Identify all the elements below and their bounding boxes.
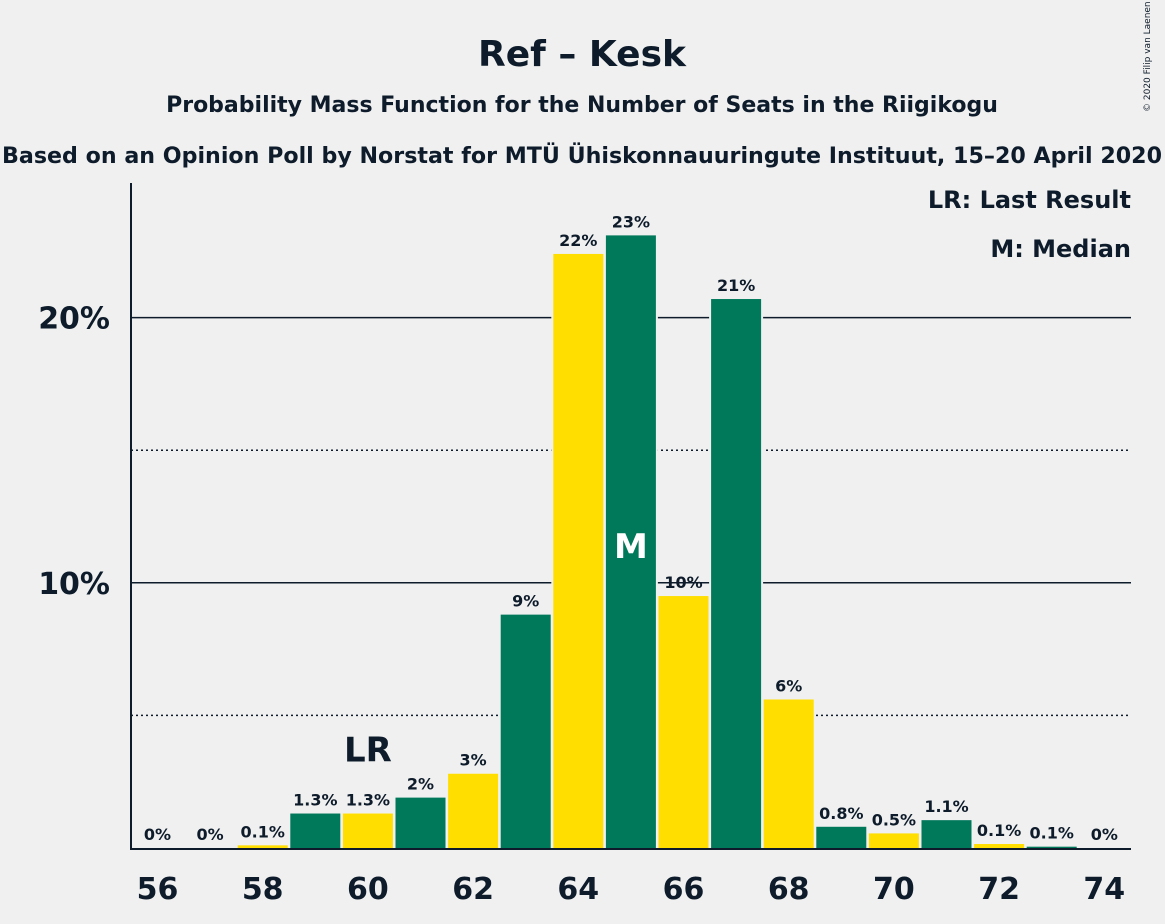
x-axis-ticks: 56 58 60 62 64 66 68 70 72 74 — [137, 872, 1126, 907]
value-label-66: 10% — [664, 573, 702, 592]
chart-source: Based on an Opinion Poll by Norstat for … — [2, 143, 1162, 169]
y-axis-ticks: 10% 20% — [38, 302, 110, 602]
x-tick-label: 70 — [873, 872, 915, 907]
bar-65 — [605, 235, 656, 848]
bar-61 — [395, 797, 446, 848]
bar-73 — [1026, 846, 1077, 848]
copyright-notice: © 2020 Filip van Laenen — [1143, 1, 1153, 112]
bar-68 — [763, 699, 814, 848]
x-tick-label: 62 — [452, 872, 494, 907]
bar-60 — [342, 813, 393, 848]
value-label-72: 0.1% — [977, 821, 1021, 840]
value-label-71: 1.1% — [924, 797, 968, 816]
value-label-56: 0% — [144, 825, 171, 844]
value-label-67: 21% — [717, 276, 755, 295]
bar-70 — [868, 833, 919, 848]
x-tick-label: 66 — [663, 872, 705, 907]
chart-subtitle: Probability Mass Function for the Number… — [166, 93, 998, 118]
legend-last-result: LR: Last Result — [928, 186, 1131, 214]
x-tick-label: 58 — [242, 872, 284, 907]
bar-66 — [658, 596, 709, 848]
value-label-65: 23% — [612, 212, 650, 231]
value-label-64: 22% — [559, 231, 597, 250]
bar-62 — [448, 773, 499, 848]
value-label-74: 0% — [1091, 825, 1118, 844]
value-label-63: 9% — [512, 592, 539, 611]
value-label-73: 0.1% — [1030, 824, 1074, 843]
y-tick-label: 10% — [38, 567, 110, 602]
bar-72 — [974, 844, 1025, 848]
bar-63 — [500, 614, 551, 848]
bar-58 — [237, 845, 288, 848]
value-label-69: 0.8% — [819, 804, 863, 823]
x-tick-label: 64 — [557, 872, 599, 907]
x-tick-label: 56 — [137, 872, 179, 907]
value-label-70: 0.5% — [872, 810, 916, 829]
bar-71 — [921, 820, 972, 848]
x-tick-label: 60 — [347, 872, 389, 907]
bar-69 — [816, 826, 867, 848]
x-tick-label: 74 — [1083, 872, 1125, 907]
value-label-68: 6% — [775, 676, 802, 695]
value-label-62: 3% — [460, 751, 487, 770]
y-tick-label: 20% — [38, 302, 110, 337]
value-label-60: 1.3% — [346, 791, 390, 810]
value-labels: 0% 0% 0.1% 1.3% 1.3% 2% 3% 9% 22% 23% 10% 21% 6% 0.8%… — [144, 212, 1118, 844]
bars — [235, 234, 1079, 848]
chart-title: Ref – Kesk — [478, 34, 687, 75]
median-marker: M — [614, 527, 648, 567]
bar-59 — [290, 813, 341, 848]
x-tick-label: 68 — [768, 872, 810, 907]
x-tick-label: 72 — [978, 872, 1020, 907]
bar-67 — [711, 299, 762, 848]
bar-64 — [553, 253, 604, 848]
last-result-marker: LR — [344, 731, 392, 771]
value-label-58: 0.1% — [241, 822, 285, 841]
value-label-59: 1.3% — [293, 791, 337, 810]
legend-median: M: Median — [990, 235, 1131, 263]
value-label-61: 2% — [407, 775, 434, 794]
value-label-57: 0% — [197, 825, 224, 844]
